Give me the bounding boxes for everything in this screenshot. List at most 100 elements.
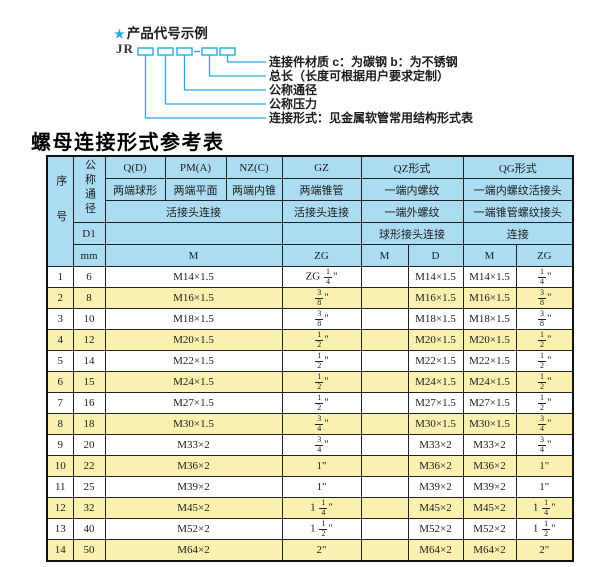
qg-zg-cell: 1 4 ": [515, 266, 574, 288]
table-body: 1 6 M14×1.5 ZG 1 4 " M14×1.5 M14×1.5 1 4 " 2…: [46, 266, 574, 562]
label-nominal-diameter: 公称通径: [269, 83, 318, 97]
m-thread-cell: M20×1.5: [104, 329, 283, 351]
table-row: 8 18 M30×1.5 3 4 " M30×1.5 M30×1.5 3 4 ": [46, 413, 574, 435]
m-col-header: M: [104, 244, 283, 267]
gz-zg-cell: 1": [281, 455, 362, 477]
qz-d-cell: M33×2: [407, 434, 464, 456]
qz-m-cell: [360, 287, 409, 309]
serial-cell: 2: [46, 287, 74, 309]
table-row: 14 50 M64×2 2" M64×2 M64×2 2": [46, 539, 574, 562]
gz-zg-cell: 1 2 ": [281, 371, 362, 393]
mm-header: mm: [72, 244, 106, 267]
col-header-gz: GZ: [281, 155, 362, 179]
gz-zg-cell: 1 1 4 ": [281, 497, 362, 519]
dn-mm-cell: 14: [72, 350, 106, 372]
qz-d-cell: M64×2: [407, 539, 464, 562]
end-type-qz: 一端内螺纹: [360, 178, 464, 201]
gz-zg-cell: 1": [281, 476, 362, 498]
serial-cell: 7: [46, 392, 74, 414]
serial-cell: 1: [46, 266, 74, 288]
diagram-heading: ★ 产品代号示例: [114, 22, 208, 42]
qz-m-cell: [360, 392, 409, 414]
qg-m-col-header: M: [462, 244, 517, 267]
serial-cell: 10: [46, 455, 74, 477]
conn-label: 连接: [462, 222, 574, 245]
label-total-length: 总长（长度可根据用户要求定制）: [269, 69, 450, 83]
qz-d-cell: M22×1.5: [407, 350, 464, 372]
header-row-4: D1 球形接头连接 连接: [47, 222, 574, 245]
gz-zg-cell: 3 8 ": [281, 308, 362, 330]
serial-cell: 4: [46, 329, 74, 351]
gz-zg-cell: 1 2 ": [281, 350, 362, 372]
qz-m-cell: [360, 539, 409, 562]
qg-zg-cell: 1 2 ": [515, 350, 574, 372]
end-type-pma: 两端平面: [164, 178, 227, 201]
end-type-nzc: 两端内锥: [225, 178, 283, 201]
m-thread-cell: M33×2: [104, 434, 283, 456]
code-box-2: [157, 47, 174, 56]
serial-cell: 5: [46, 350, 74, 372]
table-row: 7 16 M27×1.5 1 2 " M27×1.5 M27×1.5 1 2 ": [46, 392, 574, 414]
gz-zg-cell: ZG 1 4 ": [281, 266, 362, 288]
col-header-qz: QZ形式: [360, 155, 464, 179]
m-thread-cell: M45×2: [104, 497, 283, 519]
qz-m-cell: [360, 266, 409, 288]
col-header-serial: 序号: [46, 155, 74, 267]
qg-m-cell: M39×2: [462, 476, 517, 498]
qg-m-cell: M14×1.5: [462, 266, 517, 288]
conn-union-gz: 活接头连接: [281, 200, 362, 223]
m-thread-cell: M27×1.5: [104, 392, 283, 414]
qz-m-cell: [360, 497, 409, 519]
serial-cell: 13: [46, 518, 74, 540]
qz-d-cell: M20×1.5: [407, 329, 464, 351]
conn-taper-joint: 一端锥管螺纹接头: [462, 200, 574, 223]
serial-cell: 14: [46, 539, 74, 562]
qg-m-cell: M16×1.5: [462, 287, 517, 309]
serial-cell: 11: [46, 476, 74, 498]
table-row: 2 8 M16×1.5 3 8 " M16×1.5 M16×1.5 3 8 ": [46, 287, 574, 309]
table-row: 12 32 M45×2 1 1 4 " M45×2 M45×2 1 1 4 ": [46, 497, 574, 519]
header-row-1: 序号 公称通径 Q(D) PM(A) NZ(C) GZ QZ形式 QG形式: [46, 155, 574, 267]
qz-m-cell: [360, 434, 409, 456]
qz-m-cell: [360, 413, 409, 435]
qg-m-cell: M27×1.5: [462, 392, 517, 414]
qg-zg-col-header: ZG: [515, 244, 574, 267]
code-box-5: [219, 47, 236, 56]
qz-m-cell: [360, 455, 409, 477]
table-row: 9 20 M33×2 3 4 " M33×2 M33×2 3 4 ": [46, 434, 574, 456]
qz-m-cell: [360, 350, 409, 372]
label-material: 连接件材质 c：为碳钢 b：为不锈钢: [269, 55, 458, 69]
table-row: 5 14 M22×1.5 1 2 " M22×1.5 M22×1.5 1 2 ": [46, 350, 574, 372]
qg-m-cell: M30×1.5: [462, 413, 517, 435]
qz-d-cell: M16×1.5: [407, 287, 464, 309]
qg-m-cell: M64×2: [462, 539, 517, 562]
header-row-5: mm M ZG M D M ZG: [47, 244, 574, 267]
qg-zg-cell: 3 4 ": [515, 434, 574, 456]
qg-m-cell: M33×2: [462, 434, 517, 456]
serial-cell: 8: [46, 413, 74, 435]
m-thread-cell: M52×2: [104, 518, 283, 540]
table-row: 6 15 M24×1.5 1 2 " M24×1.5 M24×1.5 1 2 ": [46, 371, 574, 393]
dn-mm-cell: 15: [72, 371, 106, 393]
end-type-gz: 两端锥管: [281, 178, 362, 201]
qg-m-cell: M52×2: [462, 518, 517, 540]
qg-zg-cell: 1": [515, 455, 574, 477]
qg-zg-cell: 1 2 ": [515, 329, 574, 351]
col-header-nzc: NZ(C): [225, 155, 283, 179]
empty-cell: [104, 222, 283, 245]
qg-m-cell: M18×1.5: [462, 308, 517, 330]
dn-mm-cell: 25: [72, 476, 106, 498]
qz-d-cell: M52×2: [407, 518, 464, 540]
table-header: 序号 公称通径 Q(D) PM(A) NZ(C) GZ QZ形式 QG形式 两端…: [46, 155, 574, 267]
qz-d-cell: M24×1.5: [407, 371, 464, 393]
dn-mm-cell: 50: [72, 539, 106, 562]
dn-mm-cell: 32: [72, 497, 106, 519]
qz-d-col-header: D: [407, 244, 464, 267]
gz-zg-cell: 2": [281, 539, 362, 562]
label-connection-form: 连接形式：见金属软管常用结构形式表: [269, 111, 474, 125]
dn-mm-cell: 12: [72, 329, 106, 351]
label-nominal-pressure: 公称压力: [269, 97, 318, 111]
dn-mm-cell: 22: [72, 455, 106, 477]
dn-mm-cell: 8: [72, 287, 106, 309]
